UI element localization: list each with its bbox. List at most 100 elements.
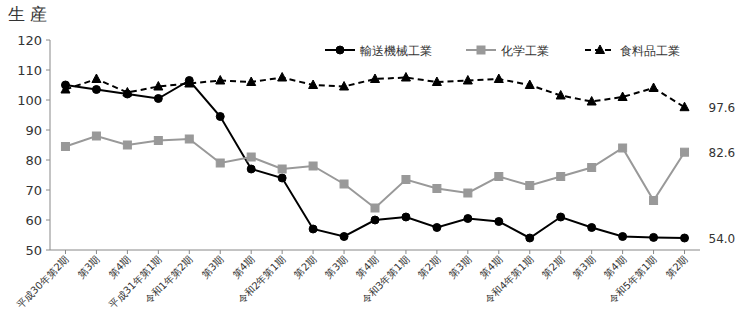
x-tick <box>96 250 97 254</box>
x-tick-label: 令和4年第1期 <box>483 254 535 306</box>
y-tick-label: 80 <box>25 153 42 168</box>
plot-area <box>61 73 689 243</box>
marker <box>526 182 534 190</box>
x-tick-label: 第3期 <box>199 254 225 280</box>
marker <box>680 102 689 111</box>
marker <box>185 79 194 88</box>
marker <box>123 88 132 97</box>
marker <box>247 153 255 161</box>
marker <box>340 82 349 91</box>
y-tick <box>46 70 50 71</box>
marker <box>371 204 379 212</box>
legend-marker <box>336 46 344 54</box>
marker <box>92 132 100 140</box>
marker <box>216 113 224 121</box>
x-tick <box>344 250 345 254</box>
x-tick <box>467 250 468 254</box>
x-tick-label: 第3期 <box>571 254 597 280</box>
x-tick-label: 平成31年第1期 <box>107 254 164 311</box>
y-tick <box>46 220 50 221</box>
x-tick-label: 令和3年第1期 <box>359 254 411 306</box>
x-tick <box>127 250 128 254</box>
legend: 輸送機械工業化学工業食料品工業 <box>325 44 680 58</box>
x-tick <box>591 250 592 254</box>
legend-label: 食料品工業 <box>620 44 680 58</box>
marker <box>433 185 441 193</box>
marker <box>618 92 627 101</box>
x-tick <box>189 250 190 254</box>
x-tick-label: 第2期 <box>416 254 442 280</box>
series-line <box>65 81 684 239</box>
x-tick <box>251 250 252 254</box>
title: 生 産 <box>8 4 47 24</box>
marker <box>371 74 380 83</box>
series <box>61 77 688 243</box>
marker <box>61 85 70 94</box>
y-tick-label: 90 <box>25 123 42 138</box>
x-tick-label: 第3期 <box>323 254 349 280</box>
marker <box>216 159 224 167</box>
x-tick <box>158 250 159 254</box>
x-tick-label: 令和2年第1期 <box>235 254 287 306</box>
marker <box>401 73 410 82</box>
marker <box>92 74 101 83</box>
marker <box>587 97 596 106</box>
marker <box>557 173 565 181</box>
marker <box>681 234 689 242</box>
chart: 生 産5060708090100110120平成30年第2期第3期第4期平成31… <box>0 0 740 321</box>
legend-label: 化学工業 <box>501 44 549 58</box>
x-tick-label: 第4期 <box>478 254 504 280</box>
marker <box>92 86 100 94</box>
marker <box>494 74 503 83</box>
y-tick-label: 120 <box>17 33 42 48</box>
marker <box>185 135 193 143</box>
marker <box>371 216 379 224</box>
x-tick <box>313 250 314 254</box>
x-tick <box>220 250 221 254</box>
marker <box>433 224 441 232</box>
y-tick <box>46 130 50 131</box>
x-tick <box>529 250 530 254</box>
x-tick <box>622 250 623 254</box>
y-tick <box>46 190 50 191</box>
marker <box>557 213 565 221</box>
y-tick <box>46 100 50 101</box>
marker <box>650 197 658 205</box>
x-tick-label: 平成30年第2期 <box>14 254 71 311</box>
x-tick-label: 第4期 <box>602 254 628 280</box>
marker <box>340 233 348 241</box>
marker <box>432 77 441 86</box>
x-tick-label: 第4期 <box>230 254 256 280</box>
x-tick-label: 第4期 <box>354 254 380 280</box>
x-tick-label: 第3期 <box>447 254 473 280</box>
marker <box>588 224 596 232</box>
x-tick-label: 第3期 <box>75 254 101 280</box>
marker <box>556 91 565 100</box>
x-tick <box>282 250 283 254</box>
marker <box>650 233 658 241</box>
marker <box>340 180 348 188</box>
marker <box>619 144 627 152</box>
marker <box>402 213 410 221</box>
marker <box>278 73 287 82</box>
x-tick <box>498 250 499 254</box>
x-tick-label: 第2期 <box>540 254 566 280</box>
marker <box>309 225 317 233</box>
x-tick <box>684 250 685 254</box>
y-tick-label: 50 <box>25 243 42 258</box>
x-tick-label: 第2期 <box>292 254 318 280</box>
x-tick-label: 令和1年第2期 <box>143 254 195 306</box>
value-label: 54.0 <box>709 232 736 246</box>
x-tick-label: 令和5年第1期 <box>607 254 659 306</box>
series <box>61 132 688 212</box>
marker <box>278 165 286 173</box>
marker <box>588 164 596 172</box>
x-tick <box>560 250 561 254</box>
series <box>61 73 689 111</box>
marker <box>216 76 225 85</box>
y-tick <box>46 250 50 251</box>
value-label: 82.6 <box>709 146 736 160</box>
x-tick-label: 第4期 <box>106 254 132 280</box>
marker <box>619 233 627 241</box>
marker <box>681 148 689 156</box>
